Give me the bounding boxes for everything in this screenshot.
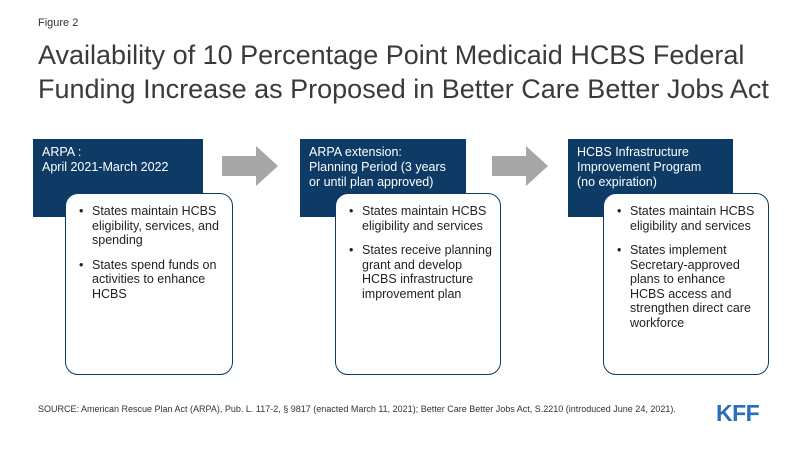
source-note: SOURCE: American Rescue Plan Act (ARPA),… [38, 404, 676, 414]
stage-arpa-extension: ARPA extension: Planning Period (3 years… [300, 139, 505, 379]
bullet-item: States spend funds on activities to enha… [79, 258, 224, 302]
stage-header-line: Improvement Program [577, 160, 702, 174]
right-arrow-icon [222, 146, 278, 186]
bullet-item: States maintain HCBS eligibility, servic… [79, 204, 224, 248]
stage-header-line: ARPA : [42, 145, 82, 159]
bullet-item: States receive planning grant and develo… [349, 243, 492, 301]
stage-arpa: ARPA : April 2021-March 2022 States main… [33, 139, 238, 379]
bullet-item: States maintain HCBS eligibility and ser… [349, 204, 492, 233]
stage-infrastructure-program: HCBS Infrastructure Improvement Program … [568, 139, 773, 379]
bullet-item: States maintain HCBS eligibility and ser… [617, 204, 760, 233]
stage-header: ARPA extension: Planning Period (3 years… [300, 139, 466, 217]
page-title: Availability of 10 Percentage Point Medi… [38, 40, 769, 104]
stage-header-line: Planning Period (3 years [309, 160, 446, 174]
figure-label: Figure 2 [38, 17, 79, 29]
kff-logo: KFF [716, 400, 760, 426]
bullet-item: States implement Secretary-approved plan… [617, 243, 760, 330]
stage-header-line: HCBS Infrastructure [577, 145, 689, 159]
stage-header-line: or until plan approved) [309, 175, 434, 189]
stage-header-line: ARPA extension: [309, 145, 402, 159]
stage-header-line: April 2021-March 2022 [42, 160, 169, 174]
stage-header-line: (no expiration) [577, 175, 657, 189]
right-arrow-icon [492, 146, 548, 186]
stage-bullet-box: States maintain HCBS eligibility, servic… [65, 193, 233, 375]
stage-bullet-box: States maintain HCBS eligibility and ser… [603, 193, 769, 375]
stage-bullet-box: States maintain HCBS eligibility and ser… [335, 193, 501, 375]
